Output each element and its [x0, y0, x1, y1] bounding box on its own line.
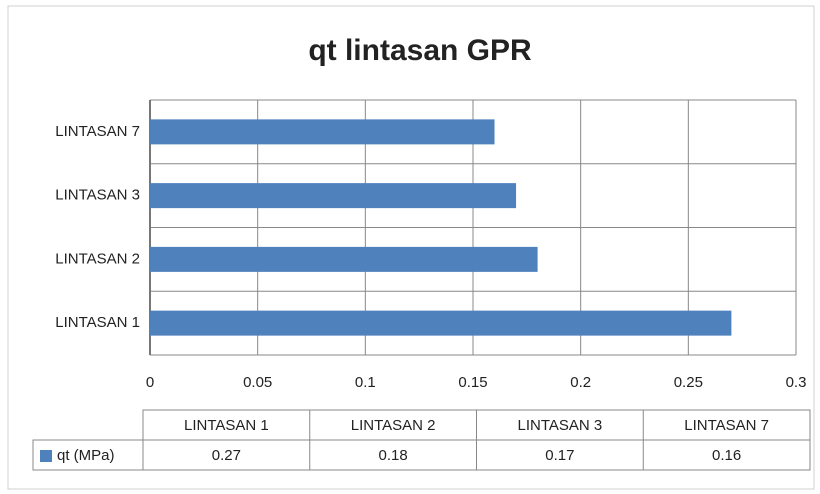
table-value: 0.17	[545, 447, 574, 464]
y-tick-label: LINTASAN 2	[55, 250, 140, 267]
x-tick-label: 0.25	[674, 374, 703, 391]
table-value: 0.16	[712, 447, 741, 464]
x-tick-label: 0	[146, 374, 154, 391]
bar	[150, 119, 495, 145]
table-value: 0.27	[212, 447, 241, 464]
x-tick-label: 0.3	[786, 374, 807, 391]
y-tick-label: LINTASAN 1	[55, 314, 140, 331]
chart-title: qt lintasan GPR	[308, 34, 532, 67]
table-value: 0.18	[379, 447, 408, 464]
legend-swatch	[40, 450, 52, 462]
bar	[150, 310, 732, 336]
x-tick-label: 0.15	[458, 374, 487, 391]
x-tick-label: 0.1	[355, 374, 376, 391]
y-tick-label: LINTASAN 3	[55, 187, 140, 204]
bar	[150, 246, 538, 272]
table-body-border	[32, 439, 811, 471]
legend-label: qt (MPa)	[57, 447, 115, 464]
table-header: LINTASAN 1	[184, 417, 269, 434]
x-tick-label: 0.2	[570, 374, 591, 391]
y-tick-label: LINTASAN 7	[55, 123, 140, 140]
table-header: LINTASAN 7	[684, 417, 769, 434]
table-header: LINTASAN 2	[351, 417, 436, 434]
table-header: LINTASAN 3	[518, 417, 603, 434]
x-tick-label: 0.05	[243, 374, 272, 391]
bar	[150, 183, 517, 209]
